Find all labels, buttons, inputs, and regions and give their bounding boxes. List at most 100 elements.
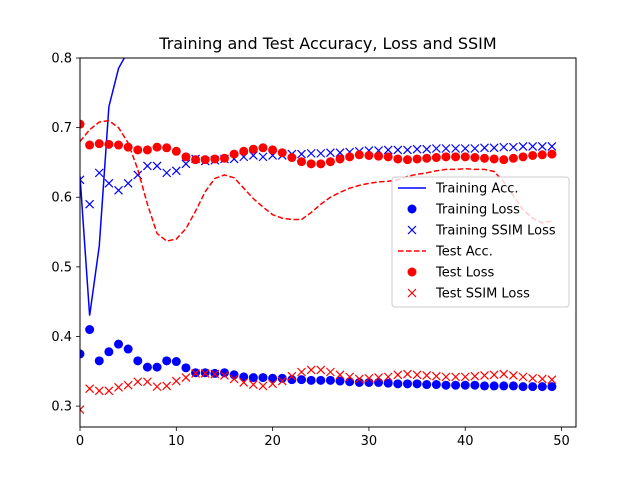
point-test-ssim-loss	[422, 371, 432, 380]
point-test-ssim-loss	[133, 377, 143, 387]
point-test-ssim-loss	[528, 373, 538, 383]
point-test-ssim-loss	[441, 372, 451, 382]
point-training-loss	[354, 377, 364, 387]
point-training-loss	[162, 356, 172, 366]
point-training-loss	[528, 382, 538, 392]
point-test-loss	[402, 155, 412, 165]
point-training-ssim-loss	[258, 152, 268, 162]
legend-label: Test Loss	[435, 266, 494, 281]
point-training-loss	[325, 375, 335, 385]
legend-label: Training Acc.	[435, 182, 519, 197]
point-training-ssim-loss	[422, 144, 432, 154]
point-test-loss	[200, 155, 210, 165]
point-test-loss	[210, 154, 220, 164]
point-test-loss	[518, 152, 528, 162]
point-training-loss	[316, 375, 326, 385]
y-tick-label: 0.8	[51, 52, 72, 67]
point-training-loss	[460, 380, 470, 390]
point-test-ssim-loss	[316, 365, 326, 375]
point-training-loss	[431, 380, 441, 390]
point-training-ssim-loss	[480, 143, 489, 153]
point-test-ssim-loss	[142, 377, 152, 387]
point-training-loss	[85, 325, 95, 335]
point-test-ssim-loss	[499, 369, 509, 379]
point-training-ssim-loss	[470, 144, 480, 153]
point-training-ssim-loss	[508, 142, 518, 152]
point-training-loss	[393, 379, 403, 389]
point-training-ssim-loss	[431, 144, 441, 153]
point-training-loss	[306, 375, 316, 385]
point-test-ssim-loss	[431, 371, 441, 381]
legend-label: Test Acc.	[435, 245, 493, 260]
point-test-ssim-loss	[181, 373, 191, 382]
point-test-loss	[219, 153, 229, 163]
point-test-ssim-loss	[191, 368, 200, 378]
point-test-loss	[345, 152, 355, 162]
point-test-loss	[297, 157, 307, 167]
point-training-ssim-loss	[142, 161, 152, 171]
y-tick-label: 0.6	[51, 191, 72, 206]
point-test-ssim-loss	[200, 368, 210, 378]
x-tick-label: 20	[264, 434, 281, 449]
point-test-loss	[152, 142, 162, 152]
point-test-loss	[80, 119, 85, 129]
y-tick-label: 0.3	[51, 400, 72, 415]
point-training-loss	[297, 375, 307, 385]
point-training-ssim-loss	[547, 141, 557, 151]
point-test-loss	[537, 150, 547, 160]
point-test-loss	[181, 152, 191, 162]
x-tick-label: 40	[457, 434, 474, 449]
series-line-test-acc	[80, 119, 553, 242]
point-training-loss	[171, 357, 181, 367]
chart-title: Training and Test Accuracy, Loss and SSI…	[158, 34, 496, 53]
point-test-loss	[335, 154, 345, 164]
point-test-ssim-loss	[114, 382, 123, 392]
point-training-loss	[239, 372, 249, 382]
point-test-loss	[451, 152, 461, 162]
point-test-ssim-loss	[287, 371, 297, 381]
y-axis: 0.3 0.4 0.5 0.6 0.7 0.8	[51, 52, 80, 415]
point-training-loss	[422, 380, 432, 390]
series-line-training-acc	[80, 58, 126, 316]
point-test-ssim-loss	[480, 371, 489, 380]
point-training-ssim-loss	[181, 159, 191, 169]
point-training-loss	[268, 373, 278, 383]
point-test-ssim-loss	[104, 386, 114, 396]
point-test-ssim-loss	[229, 374, 239, 384]
point-test-loss	[104, 139, 114, 149]
point-test-loss	[393, 154, 403, 164]
point-test-ssim-loss	[248, 380, 258, 389]
point-test-loss	[306, 159, 316, 169]
point-test-ssim-loss	[393, 370, 403, 380]
x-tick-label: 10	[168, 434, 185, 449]
point-test-loss	[547, 149, 557, 159]
point-test-ssim-loss	[277, 376, 287, 386]
point-training-ssim-loss	[412, 144, 422, 154]
point-test-ssim-loss	[258, 381, 268, 391]
point-training-loss	[537, 382, 547, 392]
point-training-loss	[258, 373, 268, 383]
point-training-loss	[412, 379, 422, 389]
point-test-ssim-loss	[537, 374, 547, 384]
point-training-ssim-loss	[123, 178, 133, 188]
point-test-loss	[191, 155, 201, 165]
point-training-ssim-loss	[80, 175, 85, 185]
point-test-ssim-loss	[239, 378, 249, 387]
point-test-loss	[316, 159, 326, 169]
point-test-ssim-loss	[94, 386, 104, 396]
point-training-ssim-loss	[499, 142, 509, 152]
point-test-loss	[142, 145, 152, 155]
x-axis: 0 10 20 30 40 50	[76, 427, 570, 449]
legend-handle-test-ssim-loss	[407, 288, 417, 298]
legend-handle-test-loss	[407, 267, 417, 277]
point-training-loss	[181, 363, 191, 373]
point-test-ssim-loss	[470, 371, 480, 381]
point-test-ssim-loss	[152, 382, 162, 392]
point-training-ssim-loss	[451, 144, 461, 153]
point-test-loss	[277, 148, 287, 158]
legend: Training Acc. Training Loss Training SSIM …	[391, 176, 570, 308]
point-test-loss	[287, 153, 297, 163]
x-tick-label: 30	[361, 434, 378, 449]
point-training-ssim-loss	[537, 141, 547, 151]
